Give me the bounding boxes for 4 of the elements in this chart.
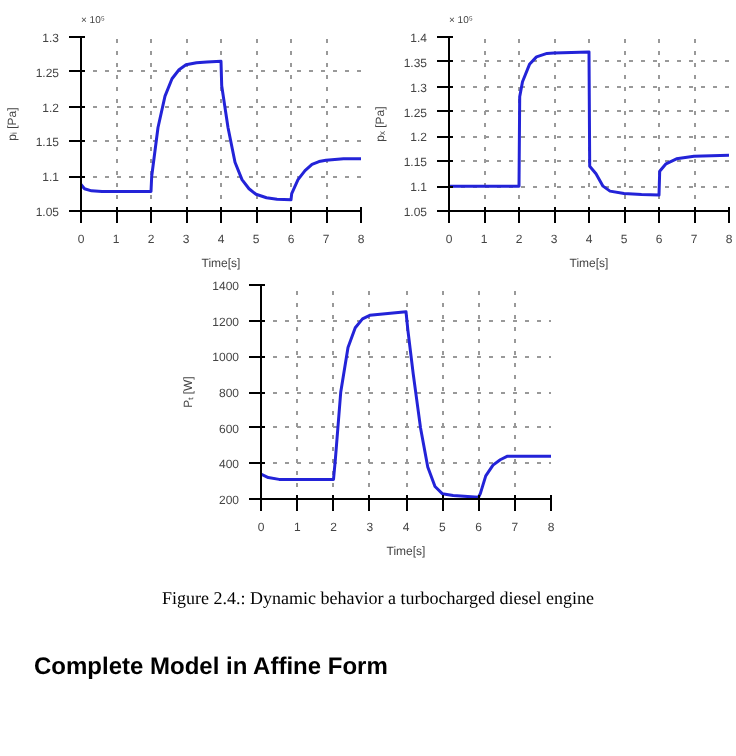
- line-series: [449, 50, 729, 197]
- text: Complete Model in Affine Form: [32, 650, 388, 684]
- line-series: [81, 59, 361, 202]
- caption: Figure 2.4.: Dynamic behavior a turbocharged diesel engine: [159, 586, 597, 612]
